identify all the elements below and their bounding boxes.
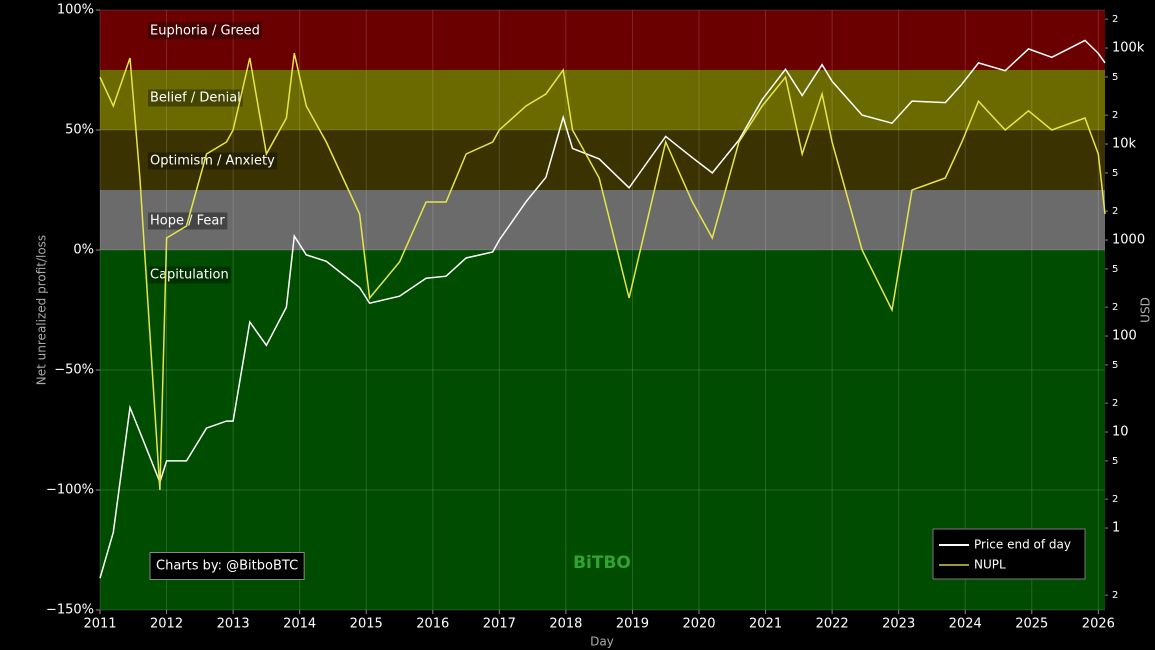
zone-label-group: Optimism / Anxiety (148, 152, 278, 170)
x-tick-label: 2023 (882, 617, 915, 632)
x-tick-label: 2012 (150, 617, 183, 632)
y2-tick-label: 10 (1112, 425, 1129, 440)
zone-label-bg (148, 266, 231, 284)
y2-tick-label: 2 (1112, 14, 1118, 25)
y2-tick-label: 100 (1112, 329, 1137, 344)
y2-tick-label: 2 (1112, 302, 1118, 313)
y2-tick-label: 1 (1112, 521, 1120, 536)
y2-tick-label: 2 (1112, 398, 1118, 409)
legend: Price end of day NUPL (932, 528, 1086, 580)
x-tick-label: 2013 (217, 617, 250, 632)
watermark: BiTBO (573, 553, 631, 573)
y-tick-label: 0% (73, 243, 94, 258)
x-tick-label: 2021 (749, 617, 782, 632)
zone-label-bg (148, 89, 243, 107)
zone-label: Belief / Denial (150, 91, 241, 106)
x-tick-label: 2025 (1015, 617, 1048, 632)
y2-tick-label: 10k (1112, 137, 1137, 152)
x-tick-label: 2024 (949, 617, 982, 632)
zone-label-group: Euphoria / Greed (148, 22, 262, 40)
y2-tick-label: 100k (1112, 41, 1145, 56)
x-tick-label: 2018 (549, 617, 582, 632)
zone-label: Capitulation (150, 268, 229, 283)
zone-label-group: Capitulation (148, 266, 231, 284)
annotation-box (149, 552, 305, 580)
legend-box (932, 528, 1086, 580)
y-tick-label: −100% (46, 483, 94, 498)
y2-tick-label: 5 (1112, 456, 1118, 467)
zone-band (100, 10, 1105, 70)
series-line (99, 39, 1106, 579)
y2-tick-label: 5 (1112, 264, 1118, 275)
x-tick-label: 2019 (616, 617, 649, 632)
zone-label: Optimism / Anxiety (150, 154, 275, 169)
y2-tick-label: 5 (1112, 360, 1118, 371)
y-tick-label: −50% (54, 363, 94, 378)
zone-band (100, 130, 1105, 190)
x-tick-label: 2026 (1082, 617, 1115, 632)
x-axis-title: Day (590, 635, 614, 649)
zone-label: Euphoria / Greed (150, 23, 260, 38)
zone-band (100, 70, 1105, 130)
series-line (99, 53, 1106, 491)
y-tick-label: 100% (57, 3, 94, 18)
zone-label-bg (148, 22, 262, 40)
x-tick-label: 2020 (682, 617, 715, 632)
legend-label: NUPL (974, 558, 1006, 572)
zone-label-group: Belief / Denial (148, 89, 243, 107)
x-tick-label: 2015 (350, 617, 383, 632)
x-tick-label: 2017 (483, 617, 516, 632)
y-tick-label: −150% (46, 603, 94, 618)
y2-tick-label: 5 (1112, 72, 1118, 83)
x-tick-label: 2014 (283, 617, 316, 632)
y2-tick-label: 5 (1112, 168, 1118, 179)
annotation: Charts by: @BitboBTC (156, 559, 298, 574)
y2-tick-label: 2 (1112, 590, 1118, 601)
y-tick-label: 50% (65, 123, 94, 138)
y2-tick-label: 2 (1112, 494, 1118, 505)
zone-band (100, 190, 1105, 250)
x-tick-label: 2022 (816, 617, 849, 632)
zone-label-bg (148, 152, 278, 170)
y2-tick-label: 2 (1112, 206, 1118, 217)
x-tick-label: 2011 (83, 617, 116, 632)
y2-axis-title: USD (1139, 297, 1153, 323)
x-tick-label: 2016 (416, 617, 449, 632)
legend-label: Price end of day (974, 538, 1071, 552)
y2-tick-label: 1000 (1112, 233, 1145, 248)
annotation-group: Charts by: @BitboBTC (149, 552, 305, 580)
y2-tick-label: 2 (1112, 110, 1118, 121)
y-axis-title: Net unrealized profit/loss (35, 235, 49, 385)
